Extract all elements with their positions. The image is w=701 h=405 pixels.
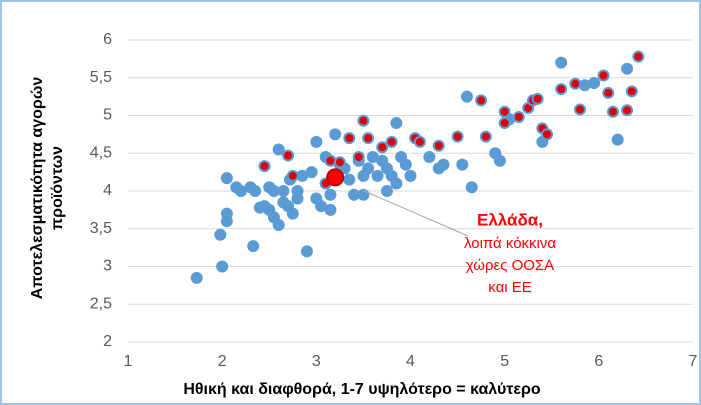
point (555, 83, 568, 96)
point (326, 168, 345, 187)
point (621, 104, 634, 117)
point (498, 105, 511, 118)
point (343, 132, 356, 145)
point (461, 90, 473, 103)
point (333, 156, 346, 169)
point (220, 207, 233, 220)
y-tick-label: 6 (103, 31, 112, 48)
point (611, 133, 624, 146)
point (632, 50, 645, 63)
point (385, 135, 398, 148)
point (190, 271, 203, 284)
y-tick-label: 2 (103, 333, 112, 350)
point (357, 114, 370, 127)
point (324, 188, 337, 201)
leader-line (361, 189, 469, 237)
point (390, 177, 403, 190)
point (282, 149, 295, 162)
x-axis-label: Ηθική και διαφθορά, 1-7 υψηλότερο = καλύ… (183, 381, 541, 398)
point (272, 218, 285, 231)
point (362, 162, 375, 175)
x-tick-label: 2 (218, 353, 227, 370)
y-tick-label: 4 (103, 182, 112, 199)
y-tick-label: 3,5 (90, 220, 112, 237)
point (247, 240, 260, 253)
point (493, 154, 506, 167)
point (479, 130, 492, 143)
point (376, 141, 389, 154)
point (541, 128, 554, 141)
point (390, 117, 403, 130)
point (371, 169, 384, 182)
point (437, 158, 450, 171)
point (555, 56, 568, 69)
point (324, 154, 337, 167)
point (343, 173, 356, 186)
point (404, 169, 417, 182)
x-tick-label: 1 (124, 353, 133, 370)
y-tick-label: 5 (103, 107, 112, 124)
y-tick-label: 5,5 (90, 69, 112, 86)
point (456, 158, 469, 171)
point (380, 185, 393, 197)
annotation-line: και ΕΕ (488, 279, 532, 296)
point (286, 169, 299, 182)
point (625, 85, 638, 98)
point (249, 185, 262, 197)
point (286, 207, 299, 220)
x-tick-label: 4 (406, 353, 415, 370)
point (451, 130, 464, 143)
y-axis-label-line: Αποτελεσματικότητα αγορών (29, 77, 46, 300)
point (362, 132, 375, 145)
point (291, 185, 304, 197)
point (324, 203, 337, 216)
point (220, 172, 233, 185)
point (597, 69, 610, 82)
y-axis-label: Αποτελεσματικότητα αγορών προϊόντων (29, 77, 66, 300)
point (329, 128, 342, 141)
point (357, 188, 370, 201)
point (352, 151, 365, 164)
x-tick-label: 6 (594, 353, 603, 370)
point (258, 160, 271, 173)
point (432, 139, 445, 152)
y-tick-label: 4,5 (90, 144, 112, 161)
point (475, 94, 488, 107)
annotation-line: χώρες ΟΟΣΑ (466, 257, 554, 274)
x-tick-label: 7 (689, 353, 698, 370)
point (498, 117, 511, 130)
point (413, 135, 426, 148)
point (602, 86, 615, 99)
point (578, 79, 591, 92)
point (310, 135, 323, 148)
point (606, 105, 619, 118)
y-axis-label-line: προϊόντων (49, 146, 66, 230)
y-tick-label: 3 (103, 258, 112, 275)
annotation-title: Ελλάδα, (477, 210, 543, 229)
point (300, 245, 313, 258)
x-tick-label: 3 (312, 353, 321, 370)
point (531, 92, 544, 105)
plot-area: 22,533,544,555,561 2 3 4 5 6 7 (90, 31, 698, 370)
point (399, 158, 412, 171)
point (574, 103, 586, 116)
point (272, 143, 285, 156)
point (512, 111, 525, 124)
x-tick-label: 5 (500, 353, 509, 370)
point (465, 181, 478, 194)
point (216, 260, 229, 273)
annotation-line: λοιπά κόκκινα (464, 235, 556, 252)
point (214, 228, 227, 241)
y-tick-label: 2,5 (90, 295, 112, 312)
point (423, 151, 436, 164)
point (588, 77, 601, 90)
point (569, 77, 582, 90)
point (305, 166, 318, 179)
point (621, 62, 634, 75)
point (277, 185, 290, 197)
